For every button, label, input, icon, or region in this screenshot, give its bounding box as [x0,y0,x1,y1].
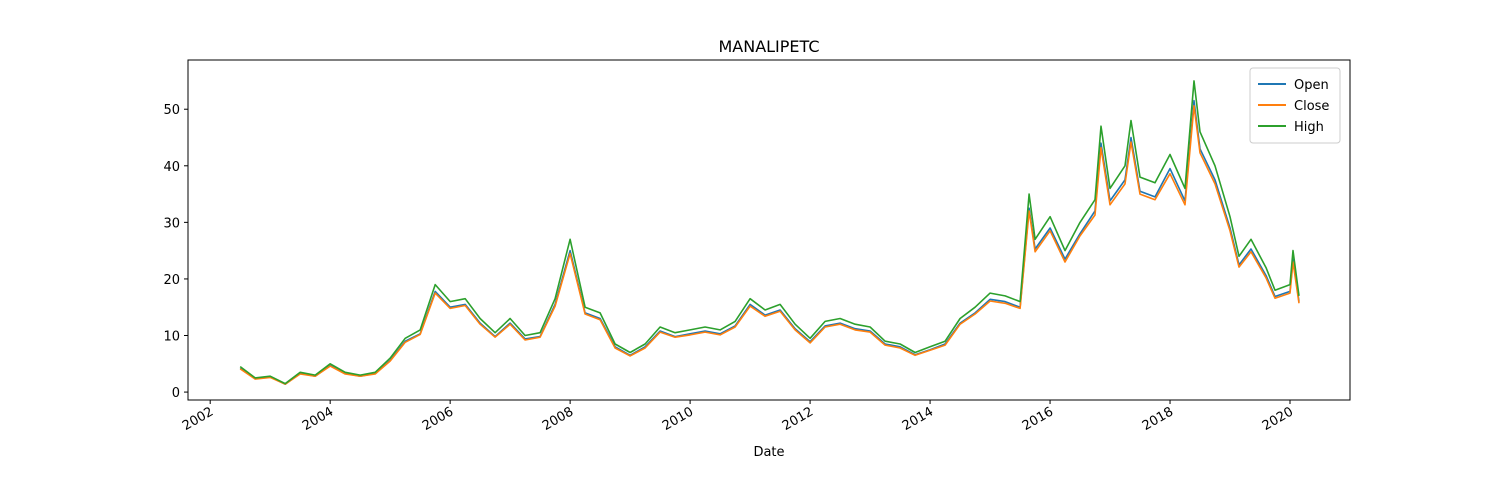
legend-label: High [1294,120,1324,135]
series-line [239,105,1300,385]
x-tick-label: 2018 [1140,404,1176,434]
x-tick-label: 2004 [300,404,336,434]
x-tick-label: 2010 [660,404,696,434]
legend: Open Close High [1249,67,1341,144]
y-tick-label: 40 [163,160,180,175]
legend-box [1249,67,1341,144]
x-tick-label: 2016 [1020,404,1056,434]
y-tick-label: 20 [163,273,180,288]
chart-title: MANALIPETC [718,37,819,56]
x-tick-label: 2008 [540,404,576,434]
y-tick-label: 50 [163,103,180,118]
series-line [239,80,1300,385]
x-tick-label: 2014 [900,404,936,434]
y-tick-label: 0 [172,386,180,401]
y-tick-label: 30 [163,216,180,231]
x-tick-label: 2002 [180,404,216,434]
x-tick-label: 2012 [780,404,816,434]
x-axis-label: Date [753,445,784,460]
x-tick-label: 2006 [420,404,456,434]
legend-label: Open [1294,78,1329,93]
y-tick-label: 10 [163,330,180,345]
legend-label: Close [1294,99,1329,114]
series-line [239,99,1300,385]
plot-frame [187,59,1351,401]
x-tick-label: 2020 [1260,404,1296,434]
